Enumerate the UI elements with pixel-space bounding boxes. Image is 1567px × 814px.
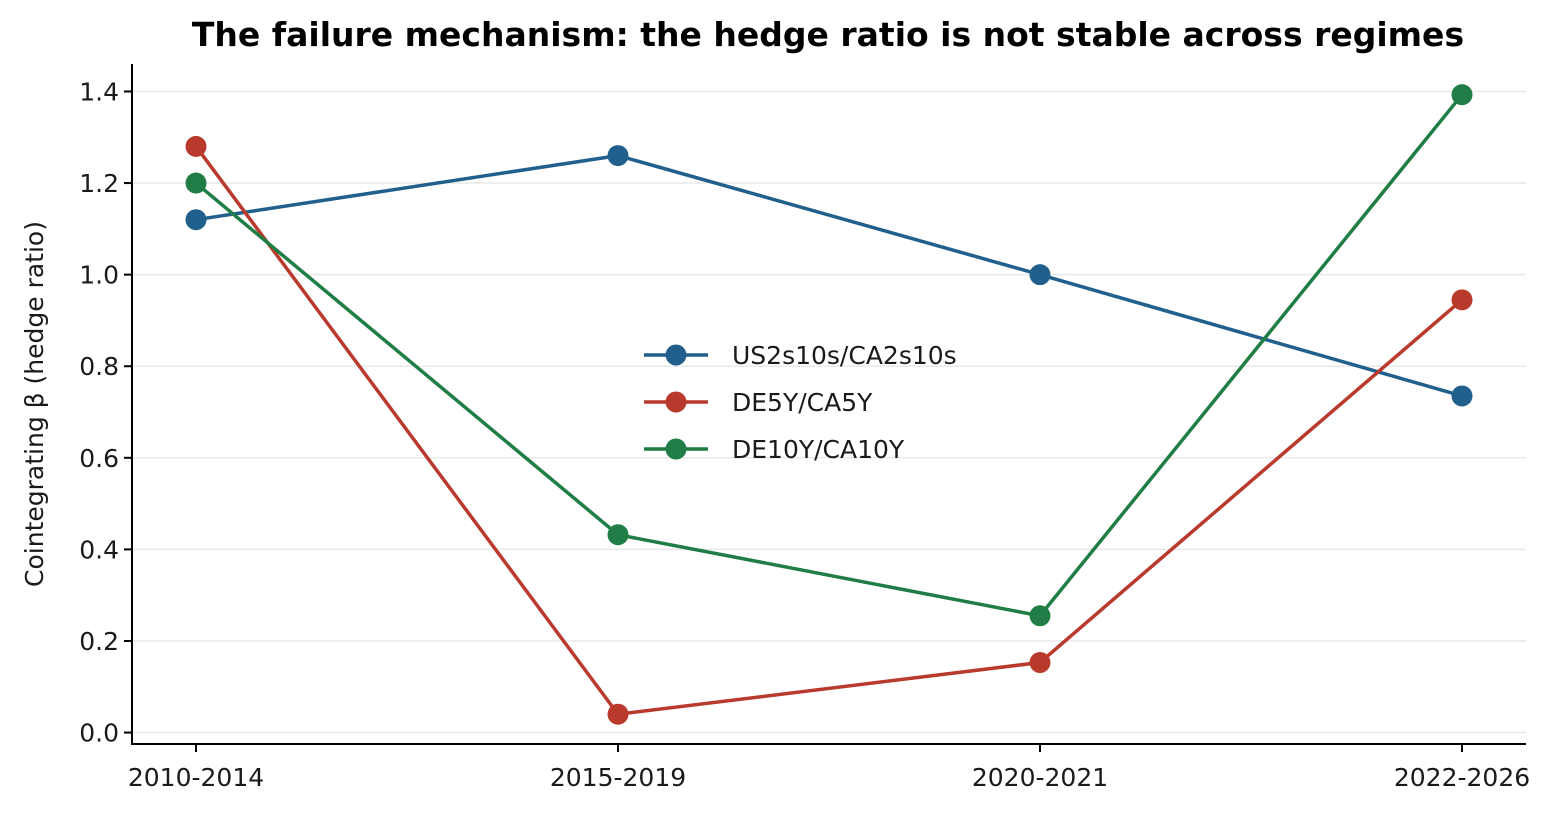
y-tick-label: 1.0: [79, 261, 119, 290]
data-point: [607, 524, 629, 546]
x-ticks: 2010-2014 2015-2019 2020-2021 2022-2026: [128, 744, 1530, 792]
x-tick-label: 2022-2026: [1394, 763, 1530, 792]
legend-label: DE5Y/CA5Y: [732, 388, 873, 417]
legend-marker: [665, 438, 687, 460]
data-point: [1451, 84, 1473, 106]
data-point: [1029, 651, 1051, 673]
y-tick-label: 0.8: [79, 352, 119, 381]
chart-title: The failure mechanism: the hedge ratio i…: [192, 15, 1464, 54]
x-tick-label: 2010-2014: [128, 763, 264, 792]
legend-label: US2s10s/CA2s10s: [732, 341, 957, 370]
y-tick-label: 0.6: [79, 444, 119, 473]
data-point: [1029, 264, 1051, 286]
data-point: [1029, 605, 1051, 627]
x-tick-label: 2015-2019: [550, 763, 686, 792]
data-point: [607, 145, 629, 167]
x-tick-label: 2020-2021: [972, 763, 1108, 792]
y-ticks: 0.0 0.2 0.4 0.6 0.8 1.0 1.2 1.4: [79, 77, 132, 748]
legend-marker: [665, 344, 687, 366]
y-tick-label: 0.0: [79, 719, 119, 748]
y-tick-label: 0.2: [79, 627, 119, 656]
series-lines: [185, 84, 1473, 725]
legend: US2s10s/CA2s10s DE5Y/CA5Y DE10Y/CA10Y: [644, 341, 957, 464]
data-point: [185, 209, 207, 231]
data-point: [1451, 385, 1473, 407]
y-tick-label: 1.2: [79, 169, 119, 198]
data-point: [607, 703, 629, 725]
data-point: [1451, 289, 1473, 311]
legend-marker: [665, 391, 687, 413]
y-tick-label: 0.4: [79, 535, 119, 564]
y-tick-label: 1.4: [79, 77, 119, 106]
series-line: [195, 153, 1463, 398]
grid-lines: [132, 90, 1526, 734]
legend-label: DE10Y/CA10Y: [732, 435, 905, 464]
y-axis-label: Cointegrating β (hedge ratio): [20, 221, 49, 587]
data-point: [185, 135, 207, 157]
axes: [131, 64, 1526, 745]
series-line: [194, 145, 1464, 716]
series-line: [194, 93, 1464, 618]
data-point: [185, 172, 207, 194]
